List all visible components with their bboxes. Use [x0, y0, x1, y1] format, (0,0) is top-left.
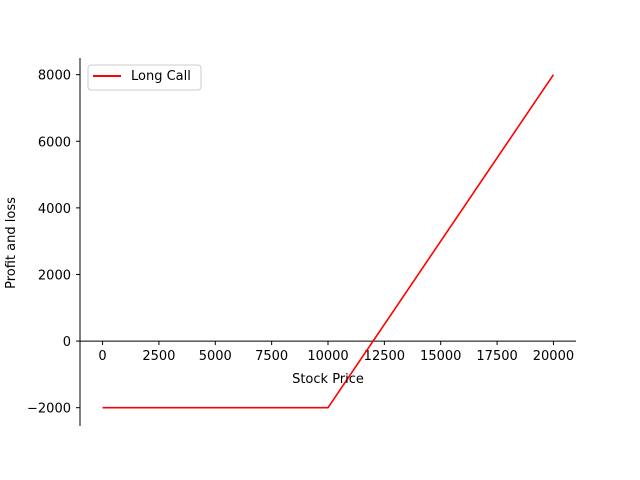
y-tick-label: 4000 — [38, 202, 71, 217]
y-ticks: −2000 0 2000 4000 6000 8000 — [27, 69, 80, 417]
x-axis-label: Stock Price — [292, 372, 364, 387]
legend: Long Call — [87, 64, 202, 91]
y-tick-label: 8000 — [38, 69, 71, 84]
series-line-long-call — [102, 74, 555, 409]
x-tick-label: 0 — [98, 349, 106, 364]
y-axis-label: Profit and loss — [4, 197, 19, 289]
y-tick-label: 2000 — [38, 268, 71, 283]
y-tick-label: 0 — [63, 335, 71, 350]
x-tick-label: 7500 — [255, 349, 288, 364]
x-tick-label: 17500 — [476, 349, 517, 364]
legend-label-long-call: Long Call — [131, 69, 191, 84]
x-tick-label: 2500 — [142, 349, 175, 364]
x-tick-label: 5000 — [199, 349, 232, 364]
x-tick-label: 20000 — [533, 349, 574, 364]
x-tick-label: 15000 — [420, 349, 461, 364]
series-layer — [102, 74, 555, 409]
axes — [79, 58, 576, 426]
x-tick-label: 12500 — [364, 349, 405, 364]
legend-box — [87, 64, 202, 91]
x-ticks: 0 2500 5000 7500 10000 12500 15000 17500 20000 — [98, 341, 574, 364]
y-tick-label: 6000 — [38, 135, 71, 150]
x-tick-label: 10000 — [307, 349, 348, 364]
y-tick-label: −2000 — [27, 402, 71, 417]
